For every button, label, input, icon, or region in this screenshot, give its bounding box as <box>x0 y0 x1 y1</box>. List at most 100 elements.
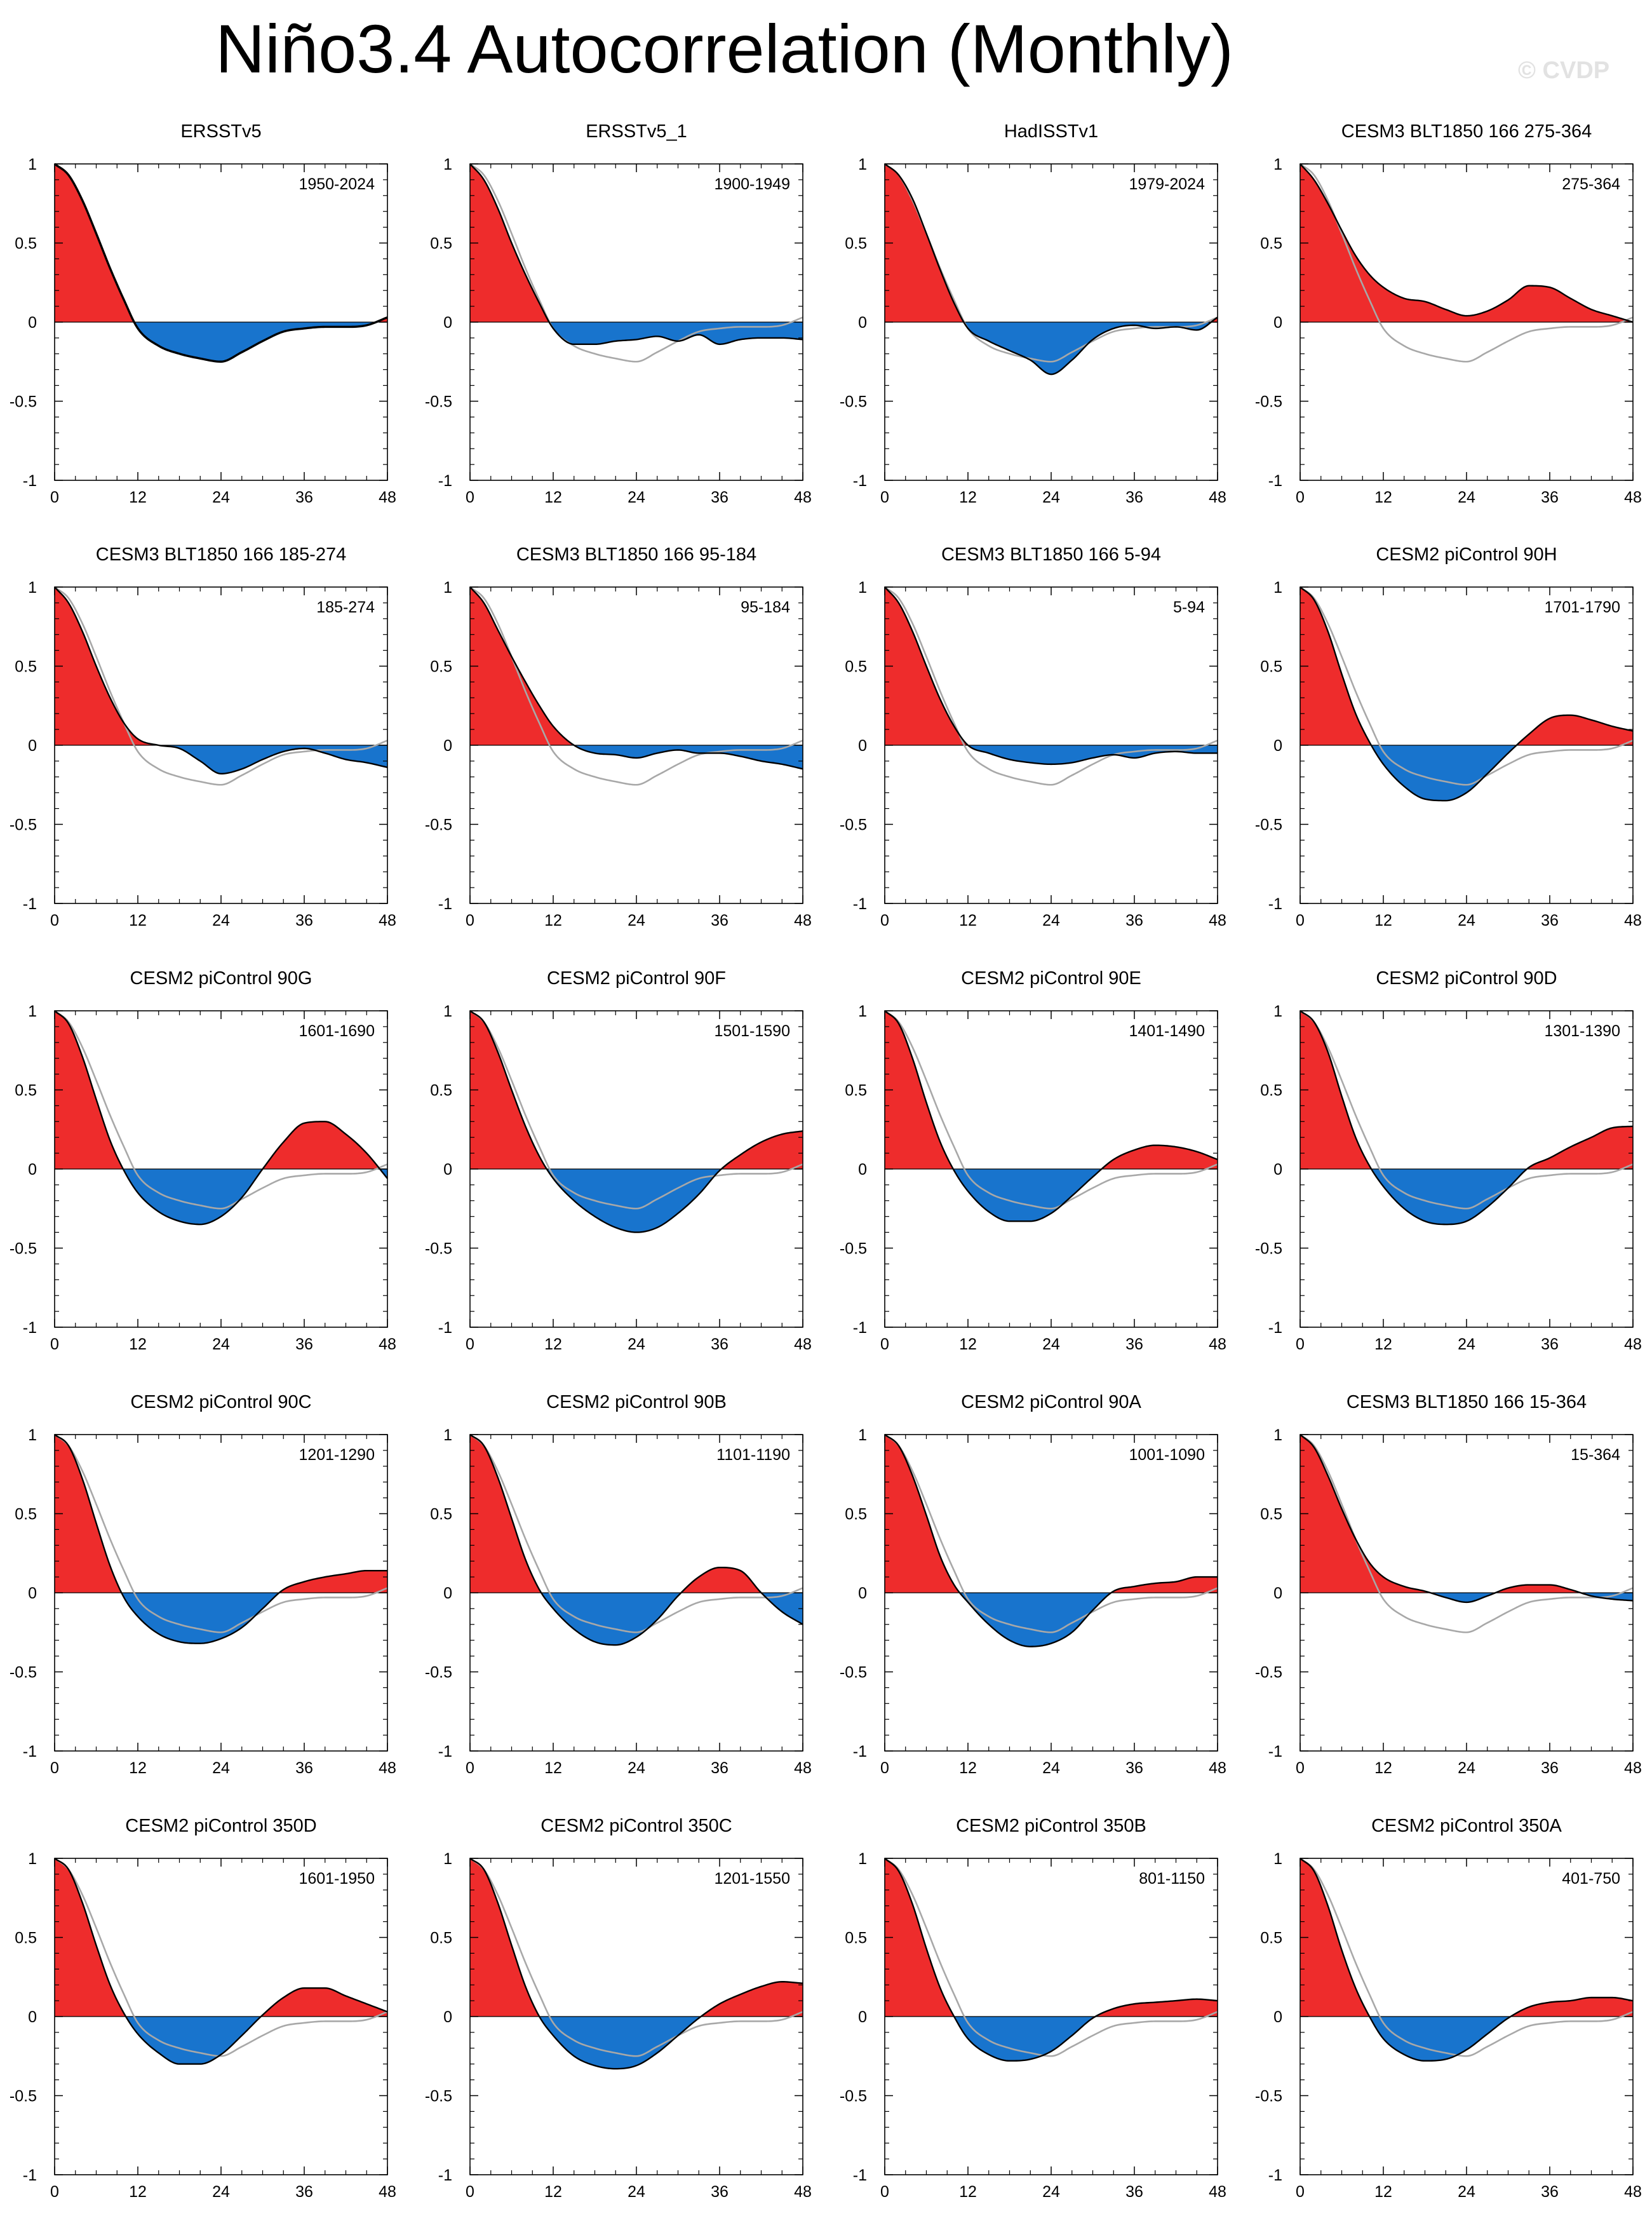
series-line <box>53 163 388 363</box>
x-tick-label: 0 <box>880 2183 889 2201</box>
y-tick-label: -1 <box>1268 2166 1282 2184</box>
panel-title: CESM2 piControl 90B <box>546 1392 727 1412</box>
period-label: 401-750 <box>1562 1870 1620 1888</box>
x-tick-label: 48 <box>1209 489 1226 506</box>
y-tick-label: 0 <box>858 2008 867 2026</box>
y-tick-label: -1 <box>1268 895 1282 913</box>
reference-line <box>884 1433 1218 1633</box>
x-tick-label: 12 <box>544 912 562 929</box>
x-tick-label: 48 <box>1624 1759 1642 1777</box>
y-tick-label: 1 <box>1273 579 1282 597</box>
period-label: 1501-1590 <box>714 1022 790 1040</box>
positive-fill <box>55 1435 387 1593</box>
x-tick-label: 36 <box>1541 912 1559 929</box>
panel-title: ERSSTv5 <box>180 121 261 142</box>
positive-fill <box>470 1435 803 1593</box>
x-tick-label: 36 <box>711 489 729 506</box>
period-label: 275-364 <box>1562 175 1620 193</box>
y-tick-label: -0.5 <box>840 1240 867 1258</box>
y-tick-label: 1 <box>443 1850 452 1868</box>
x-tick-label: 12 <box>544 1335 562 1353</box>
y-tick-label: -1 <box>438 472 452 490</box>
y-tick-label: 1 <box>1273 1003 1282 1020</box>
y-tick-label: 0 <box>443 1161 452 1179</box>
y-tick-label: 1 <box>28 1426 37 1444</box>
y-tick-label: -0.5 <box>1255 393 1282 411</box>
positive-fill <box>470 1011 803 1169</box>
y-tick-label: 0.5 <box>430 1082 452 1100</box>
y-tick-label: -0.5 <box>10 816 37 834</box>
y-tick-label: 0.5 <box>15 658 37 676</box>
positive-fill <box>1300 587 1633 745</box>
x-tick-label: 0 <box>50 489 59 506</box>
x-tick-label: 24 <box>212 1759 230 1777</box>
period-label: 1201-1550 <box>714 1870 790 1888</box>
y-tick-label: -0.5 <box>1255 1240 1282 1258</box>
positive-fill <box>55 1011 387 1169</box>
y-tick-label: 0 <box>1273 2008 1282 2026</box>
reference-line <box>469 586 803 786</box>
x-tick-label: 36 <box>1125 912 1143 929</box>
y-tick-label: -1 <box>438 2166 452 2184</box>
x-tick-label: 48 <box>794 1759 812 1777</box>
y-tick-label: -1 <box>853 895 867 913</box>
y-tick-label: 0 <box>1273 737 1282 755</box>
y-tick-label: -0.5 <box>840 1664 867 1682</box>
y-tick-label: -0.5 <box>840 2088 867 2105</box>
y-tick-label: 0 <box>858 1585 867 1602</box>
y-tick-label: 0.5 <box>15 1506 37 1524</box>
y-tick-label: 1 <box>28 1850 37 1868</box>
reference-line <box>469 163 803 363</box>
x-tick-label: 36 <box>1541 1759 1559 1777</box>
positive-fill <box>470 164 803 322</box>
y-tick-label: 0.5 <box>845 658 867 676</box>
x-tick-label: 48 <box>379 1759 396 1777</box>
period-label: 1401-1490 <box>1129 1022 1205 1040</box>
period-label: 15-364 <box>1571 1446 1620 1464</box>
series-line <box>1299 586 1634 802</box>
x-tick-label: 24 <box>628 2183 645 2201</box>
x-tick-label: 36 <box>1125 489 1143 506</box>
y-tick-label: 1 <box>28 156 37 173</box>
y-tick-label: 0.5 <box>1260 658 1282 676</box>
x-tick-label: 24 <box>1458 2183 1475 2201</box>
x-tick-label: 0 <box>1296 489 1305 506</box>
x-tick-label: 48 <box>794 912 812 929</box>
panel: CESM2 piControl 90B 0 12 24 36 48 1 0.5 0 -0.5 -1 1… <box>425 1392 812 1777</box>
panel: CESM2 piControl 350A 0 12 24 36 48 1 0.5 0 -0.5 -1… <box>1255 1816 1642 2201</box>
period-label: 801-1150 <box>1139 1870 1205 1888</box>
positive-fill <box>885 1858 1218 2017</box>
positive-fill <box>55 164 387 322</box>
x-tick-label: 12 <box>959 912 977 929</box>
y-tick-label: 0.5 <box>430 1506 452 1524</box>
y-tick-label: 1 <box>28 579 37 597</box>
y-tick-label: -0.5 <box>425 393 452 411</box>
x-tick-label: 0 <box>880 912 889 929</box>
y-tick-label: -0.5 <box>10 2088 37 2105</box>
negative-fill <box>470 1169 803 1233</box>
panel: CESM3 BLT1850 166 95-184 0 12 24 36 48 1 0.5 0 -0… <box>425 544 812 929</box>
y-tick-label: -0.5 <box>425 1664 452 1682</box>
reference-line <box>1299 586 1634 786</box>
y-tick-label: -1 <box>23 1743 37 1761</box>
x-tick-label: 36 <box>711 912 729 929</box>
panel-title: CESM3 BLT1850 166 275-364 <box>1341 121 1592 142</box>
x-tick-label: 36 <box>295 912 313 929</box>
series-line <box>469 586 803 770</box>
y-tick-label: -1 <box>853 472 867 490</box>
positive-fill <box>1300 164 1633 322</box>
period-label: 185-274 <box>316 598 375 616</box>
y-tick-label: 0.5 <box>1260 1082 1282 1100</box>
panel: CESM2 piControl 350D 0 12 24 36 48 1 0.5 0 -0.5 -1… <box>10 1816 396 2201</box>
y-tick-label: 0.5 <box>845 1929 867 1947</box>
x-tick-label: 24 <box>212 489 230 506</box>
series-line <box>884 586 1218 766</box>
x-tick-label: 36 <box>1541 489 1559 506</box>
y-tick-label: -1 <box>1268 1319 1282 1337</box>
y-tick-label: -0.5 <box>10 393 37 411</box>
x-tick-label: 12 <box>1374 1759 1392 1777</box>
positive-fill <box>1300 1435 1633 1593</box>
series-line <box>1299 1858 1634 2062</box>
